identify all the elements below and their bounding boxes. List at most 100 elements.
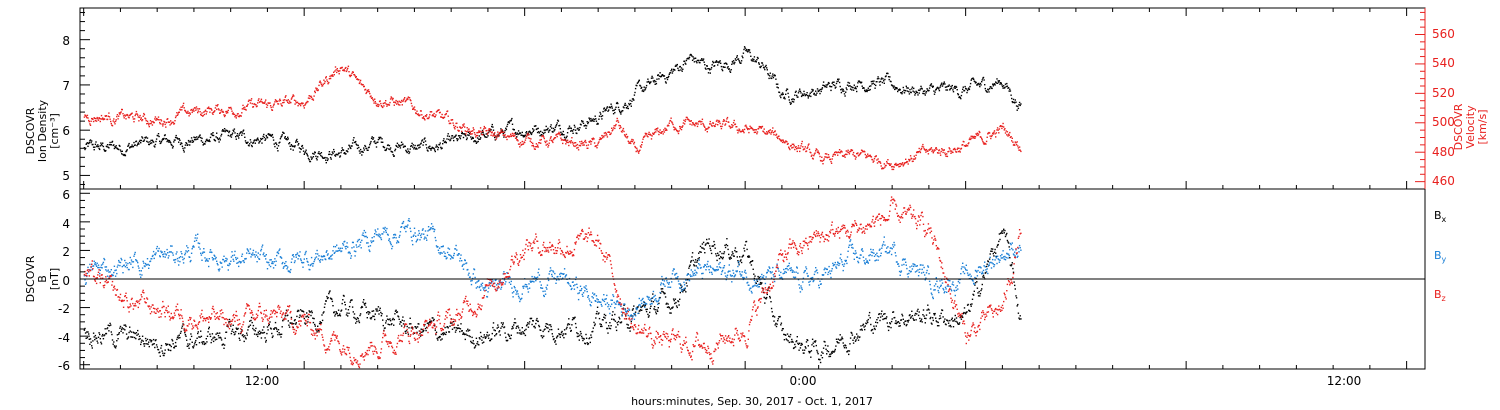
bx-point — [891, 318, 893, 320]
by-point — [164, 256, 166, 258]
bx-point — [807, 339, 809, 342]
density-point — [231, 133, 233, 136]
density-point — [803, 93, 806, 95]
density-point — [611, 105, 613, 108]
density-point — [995, 81, 997, 83]
velocity-point — [834, 154, 836, 156]
bx-point — [899, 325, 901, 327]
density-point — [307, 155, 309, 157]
bx-point — [985, 265, 988, 268]
velocity-point — [968, 138, 971, 141]
bx-point — [345, 308, 347, 310]
bx-point — [722, 256, 724, 259]
density-point — [213, 138, 215, 141]
velocity-point — [94, 117, 96, 120]
density-point — [98, 147, 100, 150]
density-point — [921, 88, 923, 90]
velocity-point — [424, 119, 426, 121]
density-point — [413, 148, 415, 150]
density-point — [454, 135, 457, 137]
velocity-point — [527, 132, 529, 135]
bx-point — [274, 327, 276, 329]
bx-point — [532, 320, 534, 322]
velocity-point — [328, 81, 330, 84]
bx-point — [428, 322, 430, 324]
velocity-point — [610, 132, 612, 134]
bx-point — [614, 313, 616, 316]
density-point — [442, 140, 444, 142]
density-point — [978, 84, 980, 86]
velocity-point — [402, 100, 404, 103]
density-point — [647, 78, 649, 80]
bx-point — [404, 330, 406, 333]
density-point — [311, 157, 313, 159]
velocity-point — [333, 74, 335, 76]
density-point — [331, 151, 334, 153]
bx-point — [578, 339, 580, 341]
by-point — [223, 261, 226, 263]
bx-point — [153, 343, 155, 345]
velocity-point — [620, 126, 622, 129]
by-point — [99, 272, 101, 275]
bx-point — [607, 332, 609, 334]
velocity-point — [452, 122, 454, 124]
bx-point — [385, 322, 387, 324]
by-point — [275, 260, 277, 262]
bx-point — [653, 308, 655, 310]
density-point — [783, 96, 786, 98]
bx-point — [402, 323, 405, 325]
bx-point — [680, 286, 683, 288]
by-point — [122, 272, 124, 274]
bx-point — [566, 324, 569, 326]
velocity-point — [753, 131, 756, 134]
velocity-point — [772, 127, 774, 129]
velocity-point — [299, 103, 301, 105]
bx-point — [950, 318, 953, 321]
bx-point — [269, 321, 271, 323]
density-point — [864, 89, 866, 91]
bx-point — [1006, 232, 1008, 235]
bx-point — [377, 306, 380, 308]
density-point — [790, 102, 792, 104]
velocity-point — [355, 76, 357, 78]
velocity-point — [927, 153, 930, 155]
velocity-point — [570, 140, 572, 142]
density-point — [723, 66, 725, 68]
density-point — [728, 68, 730, 70]
density-point — [998, 80, 1001, 82]
density-point — [545, 125, 547, 128]
velocity-point — [682, 125, 684, 127]
velocity-point — [100, 118, 102, 120]
density-point — [884, 78, 886, 81]
density-point — [626, 107, 628, 109]
bx-point — [374, 318, 376, 321]
bx-point — [231, 328, 234, 331]
bx-point — [696, 259, 699, 262]
by-point — [163, 251, 166, 253]
velocity-point — [1007, 133, 1010, 135]
density-point — [941, 85, 944, 87]
density-point — [1001, 84, 1003, 86]
density-point — [668, 75, 670, 78]
by-point — [296, 252, 299, 254]
density-point — [871, 80, 874, 82]
velocity-point — [443, 116, 446, 118]
by-point — [108, 276, 111, 278]
velocity-point — [111, 125, 114, 127]
bx-point — [938, 325, 940, 327]
bx-point — [471, 336, 473, 339]
density-point — [120, 150, 122, 153]
bx-point — [801, 343, 803, 346]
bx-point — [688, 267, 690, 269]
velocity-point — [901, 163, 903, 165]
bx-point — [608, 327, 610, 329]
density-point — [619, 110, 621, 112]
velocity-point — [203, 111, 205, 113]
bx-point — [810, 350, 813, 352]
density-point — [941, 82, 943, 84]
bx-point — [894, 322, 896, 324]
velocity-point — [543, 137, 545, 140]
bx-point — [886, 322, 888, 324]
velocity-point — [537, 146, 539, 148]
density-point — [587, 121, 590, 124]
